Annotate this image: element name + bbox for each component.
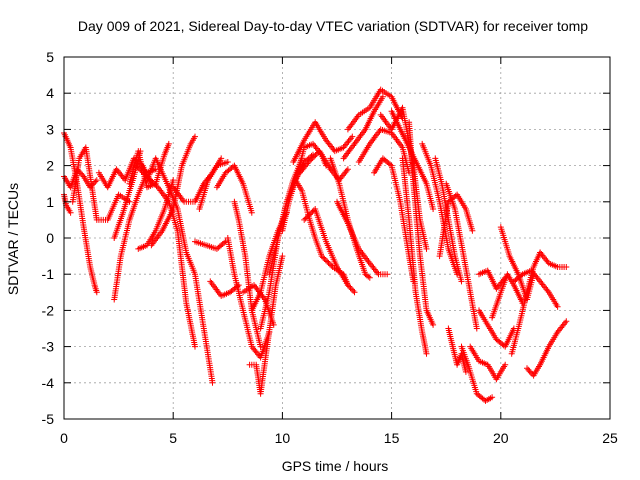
series-arc-26 [290, 119, 356, 165]
series-markers [443, 180, 480, 332]
series-markers [144, 155, 216, 386]
y-tick-label: -3 [42, 339, 55, 355]
series-arc-18 [224, 235, 273, 361]
chart-title: Day 009 of 2021, Sidereal Day-to-day VTE… [78, 18, 588, 34]
series-markers [436, 191, 476, 260]
series-arc-12 [148, 133, 198, 249]
series-arc-48 [476, 267, 509, 292]
series-markers [458, 343, 496, 404]
series-markers [524, 318, 570, 379]
series-markers [196, 159, 231, 212]
series-markers [207, 278, 242, 299]
x-tick-label: 5 [169, 430, 177, 446]
series-markers [340, 93, 386, 162]
series-markers [476, 307, 517, 350]
grid [64, 57, 610, 419]
series-arc-46 [467, 343, 509, 383]
y-tick-label: -5 [42, 411, 55, 427]
y-tick-label: -1 [42, 266, 55, 282]
y-tick-label: 5 [46, 49, 54, 65]
series-arc-44 [445, 325, 469, 375]
x-tick-label: 15 [384, 430, 400, 446]
series-markers [334, 198, 391, 278]
series-arc-16 [213, 162, 255, 216]
series-arc-21 [246, 253, 286, 397]
series-arc-39 [406, 119, 437, 328]
series-arc-31 [334, 198, 391, 278]
y-tick-label: -4 [42, 375, 55, 391]
series-arc-42 [436, 191, 476, 260]
series-arc-43 [443, 180, 480, 332]
series-markers [497, 224, 537, 303]
x-tick-label: 10 [275, 430, 291, 446]
series-arc-54 [524, 318, 570, 379]
series-arc-17 [231, 198, 264, 350]
series-markers [292, 177, 351, 289]
series-arc-50 [497, 224, 537, 303]
series-arc-52 [510, 267, 561, 310]
series-markers [537, 249, 570, 270]
series-markers [355, 126, 413, 176]
series-markers [148, 133, 198, 249]
series-arc-45 [458, 343, 496, 404]
series-arc-32 [340, 93, 386, 162]
series-markers [246, 253, 286, 397]
y-tick-label: 3 [46, 121, 54, 137]
series-arc-19 [207, 278, 242, 299]
series-arc-15 [192, 238, 229, 252]
series-arc-29 [292, 177, 351, 289]
series-markers [192, 238, 229, 252]
series-markers [231, 198, 264, 350]
series-markers [213, 162, 255, 216]
series-markers [224, 235, 273, 361]
series-arc-38 [399, 155, 430, 357]
series-markers [406, 119, 437, 328]
axis-ticks: -5 -4 -3 -2 -1 0 1 2 3 4 5 0 5 10 15 20 25 [42, 49, 618, 446]
x-tick-label: 20 [493, 430, 509, 446]
series-markers [399, 155, 430, 357]
series-arc-53 [537, 249, 570, 270]
x-tick-label: 0 [60, 430, 68, 446]
y-axis-label: SDTVAR / TECUs [5, 183, 21, 295]
series-arc-14 [196, 159, 231, 212]
series-markers [61, 166, 100, 191]
series-arc-34 [355, 126, 413, 176]
y-tick-label: 2 [46, 158, 54, 174]
series-markers [467, 343, 509, 383]
x-axis-label: GPS time / hours [282, 458, 389, 474]
series-arc-2 [61, 166, 100, 191]
x-tick-label: 25 [602, 430, 618, 446]
series-arc-4 [69, 144, 133, 223]
series-markers [445, 325, 469, 375]
y-tick-label: 0 [46, 230, 54, 246]
data-series [61, 86, 570, 404]
series-markers [476, 267, 509, 292]
y-tick-label: 4 [46, 85, 54, 101]
y-tick-label: -2 [42, 302, 55, 318]
series-arc-11 [144, 155, 216, 386]
series-markers [290, 119, 356, 165]
series-arc-47 [476, 307, 517, 350]
y-tick-label: 1 [46, 194, 54, 210]
series-markers [69, 144, 133, 223]
series-markers [510, 267, 561, 310]
